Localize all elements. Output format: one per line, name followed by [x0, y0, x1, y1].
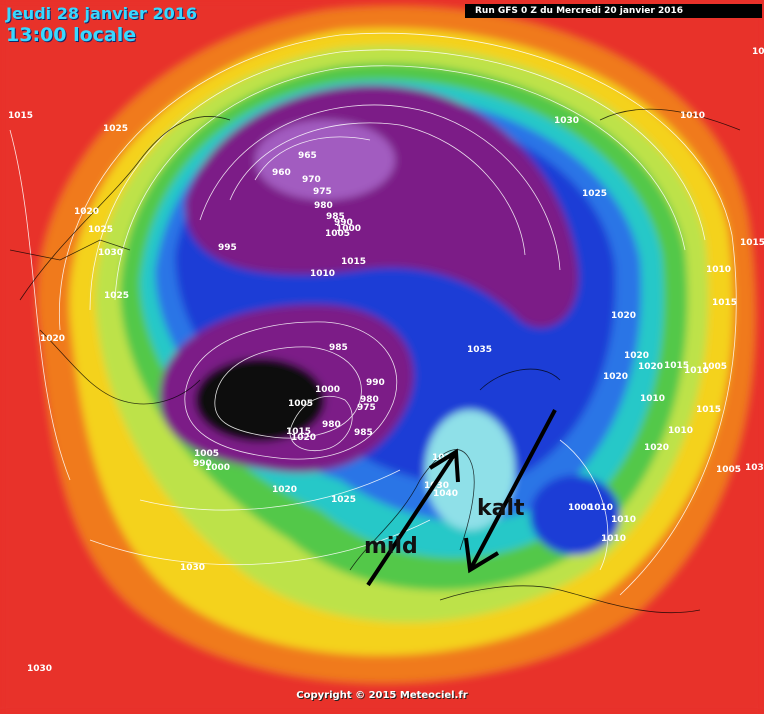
kalt-arrow-head	[464, 537, 500, 574]
isobar-label: 1030	[745, 463, 764, 473]
isobar-label: 1015	[664, 361, 689, 371]
isobar-label: 1030	[98, 248, 123, 258]
isobar-label: 965	[298, 151, 317, 161]
annotation-layer: mild kalt	[364, 409, 557, 587]
isobar-label: 1015	[712, 298, 737, 308]
isobar-label: 1010	[706, 265, 731, 275]
isobar-label: 1005	[288, 399, 313, 409]
isobar-lines	[9, 32, 737, 596]
isobar-label: 1025	[582, 189, 607, 199]
isobar-label: 1000	[205, 463, 230, 473]
kalt-label: kalt	[477, 496, 525, 521]
isobar-label: 1000	[568, 503, 593, 513]
coastlines	[9, 108, 741, 614]
isobar-label: 1020	[624, 351, 649, 361]
isobar-label: 985	[326, 212, 345, 222]
forecast-date: Jeudi 28 janvier 2016	[6, 4, 197, 23]
isobar-label: 1005	[702, 362, 727, 372]
forecast-time: 13:00 locale	[6, 24, 137, 46]
isobar-label: 1015	[740, 238, 764, 248]
isobar-label: 1020	[638, 362, 663, 372]
isobar-label: 970	[302, 175, 321, 185]
model-run-banner: Run GFS 0 Z du Mercredi 20 janvier 2016	[465, 4, 762, 18]
isobar-label: 1030	[554, 116, 579, 126]
isobar-label: 1005	[194, 449, 219, 459]
isobar-label: 1010	[588, 503, 613, 513]
isobar-label: 980	[360, 395, 379, 405]
isobar-label: 1015	[341, 257, 366, 267]
isobar-label: 1010	[680, 111, 705, 121]
isobar-label: 980	[314, 201, 333, 211]
isobar-label: 1010	[752, 47, 764, 57]
isobar-label: 1020	[644, 443, 669, 453]
isobar-label: 1010	[668, 426, 693, 436]
isobar-label: 975	[313, 187, 332, 197]
isobar-label: 1020	[74, 207, 99, 217]
isobar-label: 990	[366, 378, 385, 388]
isobar-label: 995	[218, 243, 237, 253]
isobar-label: 1015	[696, 405, 721, 415]
isobar-label: 990	[334, 218, 353, 228]
isobar-label: 1020	[40, 334, 65, 344]
isobar-label: 1020	[272, 485, 297, 495]
isobar-label: 1015	[8, 111, 33, 121]
isobar-label: 1025	[88, 225, 113, 235]
isobar-label: 1000	[315, 385, 340, 395]
isobar-label: 1025	[103, 124, 128, 134]
isobar-label: 1020	[611, 311, 636, 321]
isobar-label: 1030	[424, 481, 449, 491]
isobar-label: 960	[272, 168, 291, 178]
isobar-label: 1035	[467, 345, 492, 355]
isobar-label: 1010	[640, 394, 665, 404]
isobar-label: 1010	[601, 534, 626, 544]
isobar-label: 1020	[291, 433, 316, 443]
isobar-label: 1010	[684, 366, 709, 376]
mild-arrow-head	[428, 448, 460, 483]
isobar-label: 1015	[286, 427, 311, 437]
isobar-label: 1000	[336, 224, 361, 234]
isobar-label: 1030	[27, 664, 52, 674]
isobar-labels: 1015 1025 1020 1025 1030 1025 1020 995 965 960 970…	[8, 47, 764, 674]
isobar-label: 1005	[325, 229, 350, 239]
copyright-notice: Copyright © 2015 Meteociel.fr	[296, 690, 468, 701]
isobar-label: 975	[357, 403, 376, 413]
isobar-label: 990	[193, 459, 212, 469]
isobar-label: 980	[322, 420, 341, 430]
kalt-arrow-line	[468, 409, 557, 571]
mild-label: mild	[364, 534, 418, 559]
isobar-label: 1025	[104, 291, 129, 301]
isobar-label: 1010	[611, 515, 636, 525]
mild-arrow-line	[366, 450, 458, 587]
isobar-label: 985	[354, 428, 373, 438]
isobar-label: 1005	[716, 465, 741, 475]
isobar-label: 1040	[433, 489, 458, 499]
isobar-label: 1010	[310, 269, 335, 279]
isobar-label: 1030	[180, 563, 205, 573]
isobar-label: 985	[329, 343, 348, 353]
isobar-label: 1020	[603, 372, 628, 382]
isobar-label: 1025	[331, 495, 356, 505]
